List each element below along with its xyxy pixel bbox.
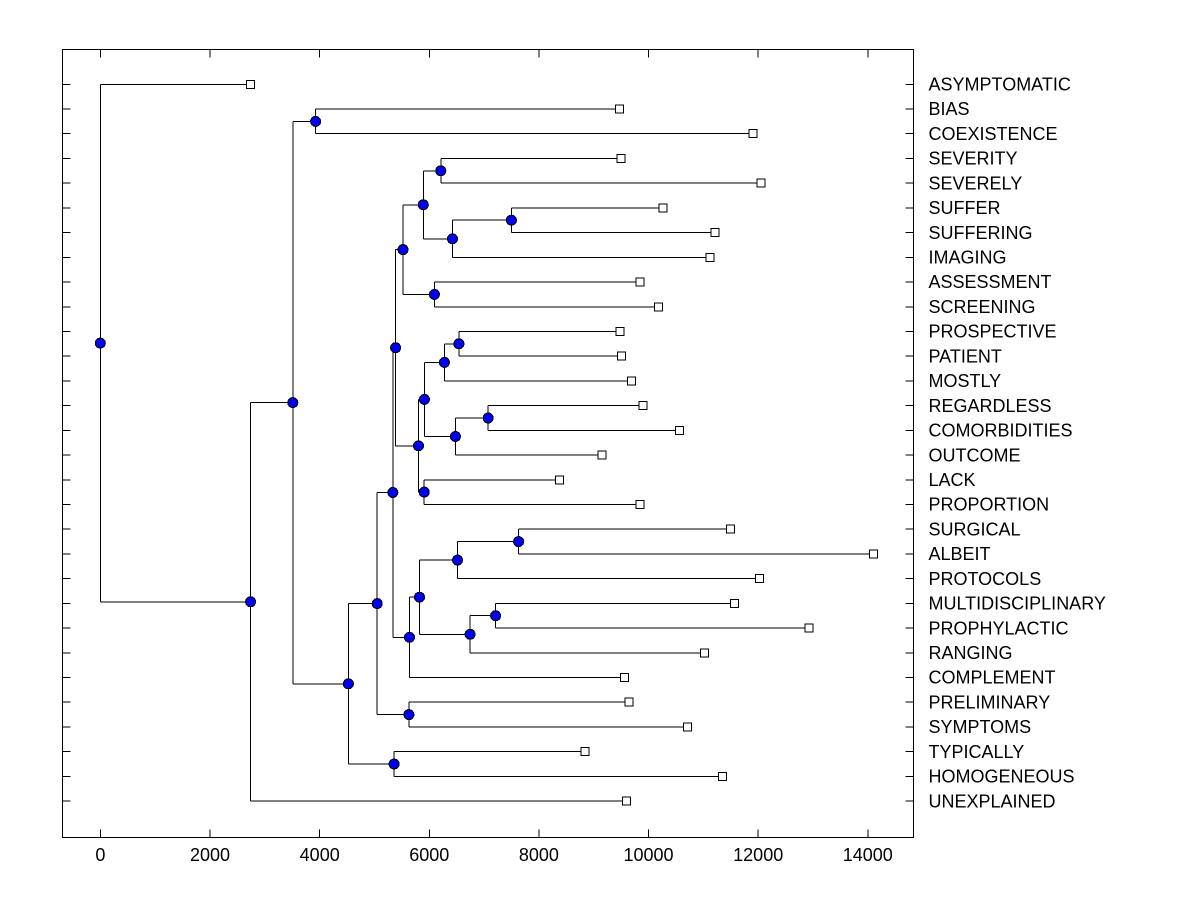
svg-text:14000: 14000 — [843, 845, 893, 865]
svg-text:REGARDLESS: REGARDLESS — [929, 396, 1052, 416]
svg-text:COMORBIDITIES: COMORBIDITIES — [929, 421, 1073, 441]
svg-text:SUFFER: SUFFER — [929, 198, 1001, 218]
svg-text:10000: 10000 — [623, 845, 673, 865]
svg-text:MOSTLY: MOSTLY — [929, 371, 1002, 391]
svg-text:SURGICAL: SURGICAL — [929, 519, 1021, 539]
svg-text:PROTOCOLS: PROTOCOLS — [929, 569, 1042, 589]
svg-text:SEVERITY: SEVERITY — [929, 149, 1018, 169]
svg-text:ALBEIT: ALBEIT — [929, 544, 991, 564]
svg-text:6000: 6000 — [409, 845, 449, 865]
svg-text:RANGING: RANGING — [929, 643, 1013, 663]
svg-text:PROPORTION: PROPORTION — [929, 495, 1050, 515]
svg-text:ASSESSMENT: ASSESSMENT — [929, 272, 1052, 292]
svg-text:IMAGING: IMAGING — [929, 248, 1007, 268]
svg-text:PRELIMINARY: PRELIMINARY — [929, 692, 1051, 712]
svg-text:OUTCOME: OUTCOME — [929, 445, 1021, 465]
svg-text:SUFFERING: SUFFERING — [929, 223, 1033, 243]
svg-text:TYPICALLY: TYPICALLY — [929, 742, 1025, 762]
svg-text:2000: 2000 — [190, 845, 230, 865]
svg-text:COEXISTENCE: COEXISTENCE — [929, 124, 1058, 144]
svg-text:PATIENT: PATIENT — [929, 346, 1002, 366]
svg-text:UNEXPLAINED: UNEXPLAINED — [929, 791, 1056, 811]
svg-text:LACK: LACK — [929, 470, 976, 490]
svg-text:HOMOGENEOUS: HOMOGENEOUS — [929, 767, 1075, 787]
svg-text:COMPLEMENT: COMPLEMENT — [929, 668, 1056, 688]
svg-text:SYMPTOMS: SYMPTOMS — [929, 717, 1032, 737]
svg-text:MULTIDISCIPLINARY: MULTIDISCIPLINARY — [929, 594, 1106, 614]
svg-text:SEVERELY: SEVERELY — [929, 173, 1023, 193]
svg-text:ASYMPTOMATIC: ASYMPTOMATIC — [929, 75, 1071, 95]
svg-text:PROSPECTIVE: PROSPECTIVE — [929, 322, 1057, 342]
svg-text:0: 0 — [95, 845, 105, 865]
svg-text:PROPHYLACTIC: PROPHYLACTIC — [929, 618, 1069, 638]
svg-text:8000: 8000 — [519, 845, 559, 865]
svg-text:BIAS: BIAS — [929, 99, 970, 119]
svg-text:12000: 12000 — [733, 845, 783, 865]
svg-text:SCREENING: SCREENING — [929, 297, 1036, 317]
svg-text:4000: 4000 — [300, 845, 340, 865]
